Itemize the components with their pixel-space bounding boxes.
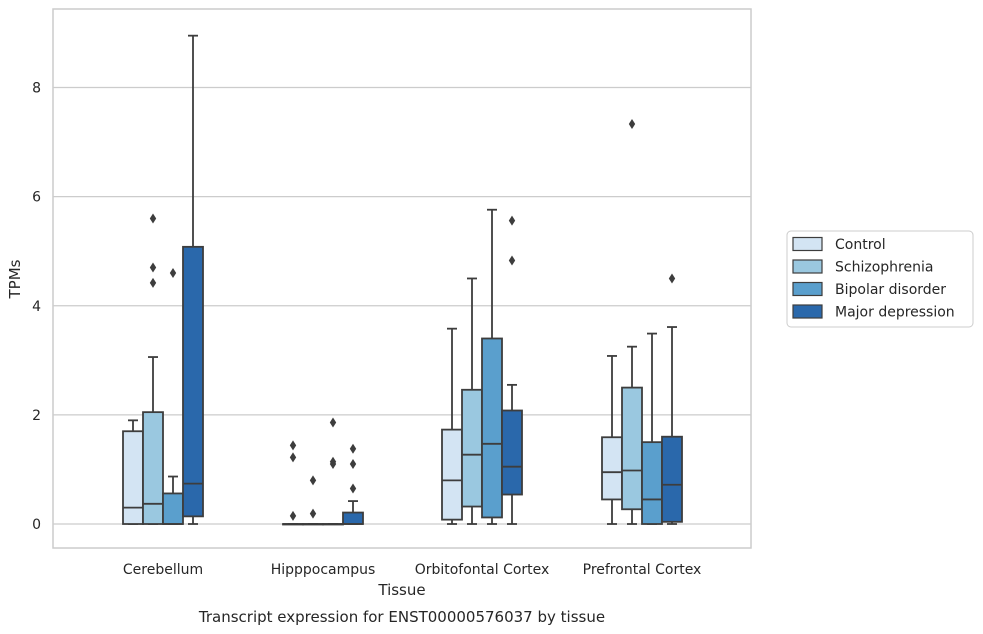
legend: Control Schizophrenia Bipolar disorder Majo… [786, 230, 974, 328]
legend-frame [786, 230, 974, 328]
legend-label-bipolar-disorder: Bipolar disorder [835, 282, 946, 298]
y-tick-label-2: 2 [32, 408, 41, 424]
box-iqr [441, 428, 463, 521]
legend-swatch-schizophrenia [792, 259, 823, 274]
y-axis-ticks: 0 2 4 6 8 [32, 81, 41, 534]
box-major-depression-hipppocampus [342, 443, 364, 525]
chart-caption: Transcript expression for ENST0000057603… [198, 608, 605, 626]
x-tick-label-prefrontal-cortex: Prefrontal Cortex [583, 562, 702, 578]
outlier-point [329, 456, 337, 467]
x-axis-ticks: Cerebellum Hipppocampus Orbitofontal Corte… [123, 562, 701, 578]
y-tick-label-4: 4 [32, 299, 41, 315]
box-control-cerebellum [122, 419, 144, 525]
box-iqr [142, 411, 164, 525]
box-iqr [342, 511, 364, 525]
outlier-point [628, 119, 636, 130]
box-iqr [601, 436, 623, 501]
legend-swatch-control [792, 236, 823, 252]
box-schizophrenia-cerebellum [142, 213, 164, 525]
outlier-point [289, 452, 297, 463]
x-tick-label-cerebellum: Cerebellum [123, 562, 203, 578]
outlier-point [309, 475, 317, 486]
outlier-point [508, 255, 516, 266]
y-tick-label-8: 8 [32, 81, 41, 97]
x-tick-label-orbitofontal-cortex: Orbitofontal Cortex [415, 562, 550, 578]
boxes-layer [122, 34, 683, 526]
outlier-point [149, 213, 157, 224]
box-iqr [182, 245, 204, 518]
y-axis-label: TPMs [6, 259, 24, 299]
box-bipolar-disorder-orbitofontal-cortex [481, 208, 503, 525]
legend-label-schizophrenia: Schizophrenia [835, 260, 933, 276]
outlier-point [668, 273, 676, 284]
box-iqr [501, 409, 523, 496]
box-iqr [461, 388, 483, 508]
box-major-depression-orbitofontal-cortex [501, 215, 523, 525]
box-bipolar-disorder-hipppocampus [322, 417, 344, 526]
outlier-point [149, 262, 157, 273]
outlier-point [169, 268, 177, 279]
y-tick-label-0: 0 [32, 517, 41, 533]
y-tick-label-6: 6 [32, 190, 41, 206]
x-tick-label-hipppocampus: Hipppocampus [271, 562, 376, 578]
box-schizophrenia-prefrontal-cortex [621, 119, 643, 525]
box-bipolar-disorder-cerebellum [162, 268, 184, 525]
box-major-depression-prefrontal-cortex [661, 273, 683, 525]
box-schizophrenia-orbitofontal-cortex [461, 277, 483, 525]
legend-label-major-depression: Major depression [835, 305, 955, 321]
outlier-point [508, 215, 516, 226]
outlier-point [289, 510, 297, 521]
box-schizophrenia-hipppocampus [302, 475, 324, 526]
box-iqr [162, 492, 184, 525]
outlier-point [349, 443, 357, 454]
outlier-point [149, 277, 157, 288]
outlier-point [329, 417, 337, 428]
box-iqr [621, 386, 643, 511]
plot-frame [52, 8, 752, 549]
outlier-point [309, 508, 317, 519]
box-iqr [641, 441, 663, 525]
box-control-orbitofontal-cortex [441, 327, 463, 525]
legend-swatch-major-depression [792, 304, 823, 319]
outlier-point [289, 440, 297, 451]
x-axis-label: Tissue [377, 581, 425, 599]
legend-swatch-bipolar-disorder [792, 281, 823, 297]
box-major-depression-cerebellum [182, 34, 204, 525]
outlier-point [349, 483, 357, 494]
box-control-hipppocampus [282, 440, 304, 526]
box-iqr [122, 430, 144, 525]
box-iqr [661, 435, 683, 523]
box-iqr [481, 337, 503, 519]
legend-label-control: Control [835, 237, 886, 253]
outlier-point [349, 458, 357, 469]
